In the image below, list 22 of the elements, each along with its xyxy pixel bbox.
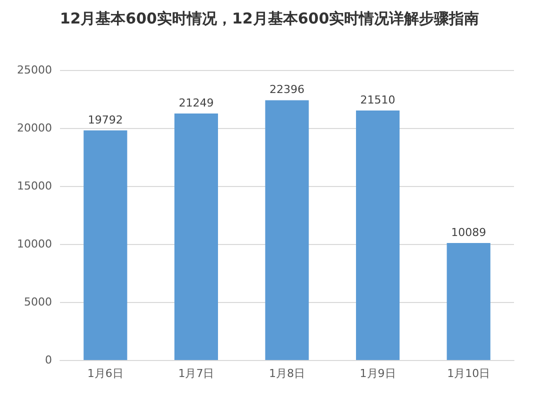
chart-title: 12月基本600实时情况，12月基本600实时情况详解步骤指南: [60, 10, 480, 28]
bar: [84, 130, 128, 360]
x-tick-label: 1月6日: [87, 367, 124, 380]
bar: [446, 242, 490, 360]
y-tick-label: 0: [45, 354, 52, 366]
bar: [265, 100, 309, 360]
y-tick-label: 10000: [17, 238, 52, 250]
y-tick-label: 5000: [24, 296, 52, 308]
y-tick-label: 15000: [17, 180, 52, 192]
data-label: 19792: [88, 113, 123, 126]
x-tick-label: 1月8日: [269, 367, 305, 380]
y-tick-label: 20000: [17, 122, 52, 134]
bar: [356, 110, 400, 360]
x-tick-label: 1月10日: [447, 367, 490, 380]
data-label: 21510: [360, 93, 396, 106]
x-tick-label: 1月9日: [360, 367, 396, 380]
y-tick-label: 25000: [17, 64, 52, 76]
data-label: 10089: [451, 226, 486, 239]
x-tick-label: 1月7日: [178, 367, 214, 380]
bar: [174, 114, 218, 360]
data-label: 21249: [178, 96, 214, 110]
data-label: 22396: [270, 83, 304, 96]
